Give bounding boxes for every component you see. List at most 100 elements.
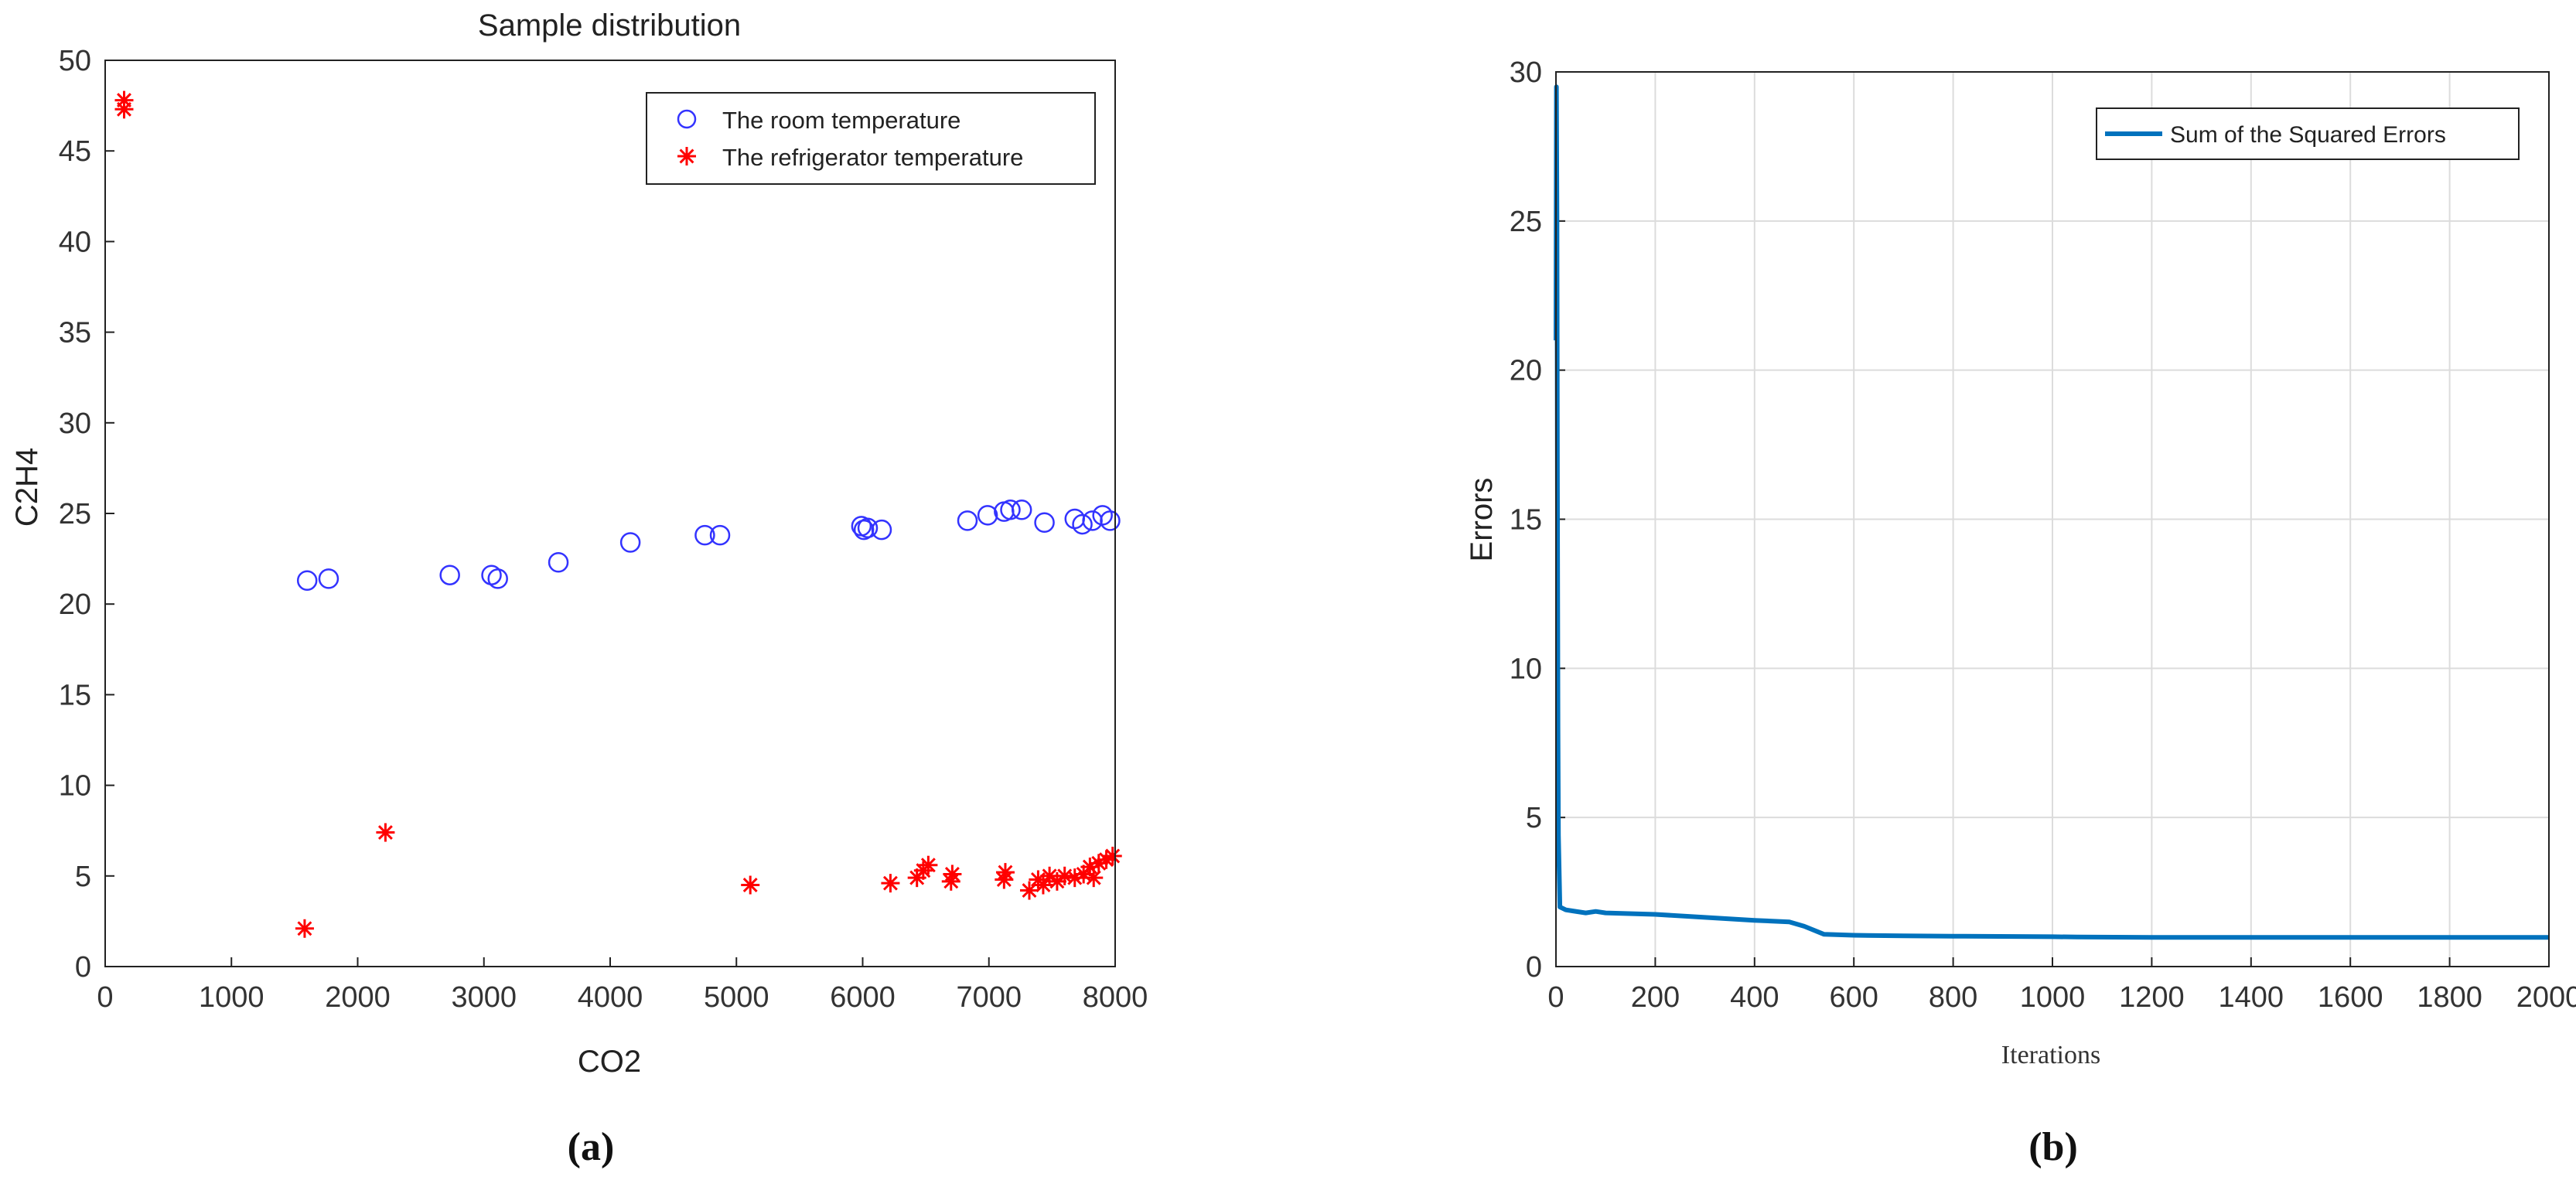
asterisk-stroke xyxy=(679,148,694,164)
asterisk-stroke xyxy=(882,875,898,891)
asterisk-stroke xyxy=(1022,883,1037,899)
asterisk-stroke xyxy=(742,878,758,892)
y-tick-label: 30 xyxy=(1510,56,1542,89)
y-tick-label: 15 xyxy=(59,679,91,711)
chart-b-xlabel: Iterations xyxy=(2001,1041,2100,1069)
x-tick-label: 7000 xyxy=(956,981,1022,1014)
asterisk-stroke xyxy=(1042,868,1057,884)
room-temperature-point xyxy=(957,510,978,531)
x-tick-label: 600 xyxy=(1829,981,1878,1014)
refrigerator-temperature-point xyxy=(741,875,760,895)
room-temperature-point xyxy=(977,505,998,526)
asterisk-stroke xyxy=(297,921,312,936)
refrigerator-temperature-point xyxy=(1019,881,1039,900)
refrigerator-temperature-point xyxy=(1084,868,1104,888)
chart-a-legend-box xyxy=(646,92,1096,185)
chart-b-ticks: 0 200 400 600 800 1000 1200 1400 1600 1800 2000 0 5 1… xyxy=(1510,56,2576,1014)
y-tick-label: 20 xyxy=(59,588,91,621)
refrigerator-temperature-point xyxy=(376,823,395,842)
legend-asterisk-marker xyxy=(677,147,696,165)
refrigerator-temperature-point xyxy=(114,100,134,119)
legend-asterisk-glyph xyxy=(677,147,696,165)
x-tick-label: 3000 xyxy=(451,981,517,1014)
y-tick-label: 20 xyxy=(1510,355,1542,387)
room-temperature-point xyxy=(857,517,879,539)
x-tick-label: 0 xyxy=(1547,981,1564,1014)
panel-label-b: (b) xyxy=(2028,1125,2078,1169)
room-temperature-point xyxy=(296,570,318,591)
x-tick-label: 0 xyxy=(97,981,113,1014)
y-tick-label: 0 xyxy=(75,951,91,984)
asterisk-stroke xyxy=(1086,870,1101,885)
y-tick-label: 5 xyxy=(1526,802,1542,834)
chart-b-ylabel: Errors xyxy=(1465,478,1499,562)
legend-label-sse: Sum of the Squared Errors xyxy=(2170,122,2446,148)
room-temperature-point xyxy=(1100,510,1121,531)
y-tick-label: 25 xyxy=(1510,206,1542,238)
y-tick-label: 5 xyxy=(75,861,91,893)
x-tick-label: 1000 xyxy=(199,981,264,1014)
scatter-chart-panel: Sample distribution CO2 C2H4 0 1000 2000 30… xyxy=(10,9,1148,1079)
chart-a-legend: The room temperature The refrigerator te… xyxy=(646,92,1096,185)
x-tick-label: 8000 xyxy=(1083,981,1148,1014)
chart-a-axes-box xyxy=(104,60,1116,967)
x-tick-label: 1600 xyxy=(2318,981,2383,1014)
chart-a-ticks: 0 1000 2000 3000 4000 5000 6000 7000 8000 0 5 10 15 2… xyxy=(59,45,1148,1014)
legend-label-refrigerator-temperature: The refrigerator temperature xyxy=(722,144,1023,171)
chart-a-points xyxy=(114,90,1122,938)
refrigerator-temperature-point xyxy=(295,919,314,938)
y-tick-label: 30 xyxy=(59,408,91,440)
refrigerator-temperature-point xyxy=(919,855,938,875)
chart-a-title: Sample distribution xyxy=(478,9,741,43)
chart-b-legend-box xyxy=(2096,107,2520,160)
y-tick-label: 10 xyxy=(59,770,91,803)
room-temperature-point xyxy=(1011,500,1032,520)
y-tick-label: 35 xyxy=(59,317,91,350)
chart-b-legend: Sum of the Squared Errors xyxy=(2096,107,2520,160)
y-tick-label: 50 xyxy=(59,45,91,77)
room-temperature-point xyxy=(1034,512,1055,533)
asterisk-stroke xyxy=(944,866,960,882)
refrigerator-temperature-point xyxy=(995,863,1015,882)
x-tick-label: 4000 xyxy=(578,981,643,1014)
room-temperature-point xyxy=(1000,500,1021,520)
asterisk-stroke xyxy=(1036,878,1051,892)
x-tick-label: 6000 xyxy=(830,981,896,1014)
room-temperature-point xyxy=(709,524,731,546)
asterisk-stroke xyxy=(377,825,393,841)
x-tick-label: 400 xyxy=(1730,981,1779,1014)
x-tick-label: 5000 xyxy=(704,981,769,1014)
room-temperature-point xyxy=(439,564,460,585)
chart-b-axes-box xyxy=(1555,71,2550,967)
chart-a-ylabel: C2H4 xyxy=(10,448,44,527)
sse-series-line xyxy=(1554,84,2549,940)
refrigerator-temperature-point xyxy=(943,864,962,884)
room-temperature-point xyxy=(548,552,569,573)
x-tick-label: 200 xyxy=(1631,981,1680,1014)
asterisk-stroke xyxy=(920,858,936,873)
x-tick-label: 2000 xyxy=(325,981,391,1014)
room-temperature-point xyxy=(694,524,715,546)
legend-label-room-temperature: The room temperature xyxy=(722,107,960,134)
refrigerator-temperature-point xyxy=(1055,866,1074,885)
room-temperature-point xyxy=(619,532,641,553)
chart-a-xlabel: CO2 xyxy=(578,1045,641,1079)
line-chart-panel: 0 200 400 600 800 1000 1200 1400 1600 1800 2000 0 5 1… xyxy=(1465,56,2576,1069)
asterisk-stroke xyxy=(998,864,1013,880)
asterisk-stroke xyxy=(117,101,131,117)
x-tick-label: 1400 xyxy=(2219,981,2284,1014)
x-tick-label: 1800 xyxy=(2417,981,2482,1014)
room-temperature-point xyxy=(487,568,508,589)
refrigerator-temperature-point xyxy=(881,874,900,893)
room-temperature-point xyxy=(1072,513,1093,535)
y-tick-label: 40 xyxy=(59,226,91,258)
y-tick-label: 25 xyxy=(59,498,91,530)
y-tick-label: 10 xyxy=(1510,653,1542,685)
x-tick-label: 2000 xyxy=(2516,981,2576,1014)
panel-label-a: (a) xyxy=(568,1125,615,1169)
x-tick-label: 1000 xyxy=(2020,981,2086,1014)
asterisk-stroke xyxy=(1105,848,1121,864)
x-tick-label: 1200 xyxy=(2119,981,2185,1014)
